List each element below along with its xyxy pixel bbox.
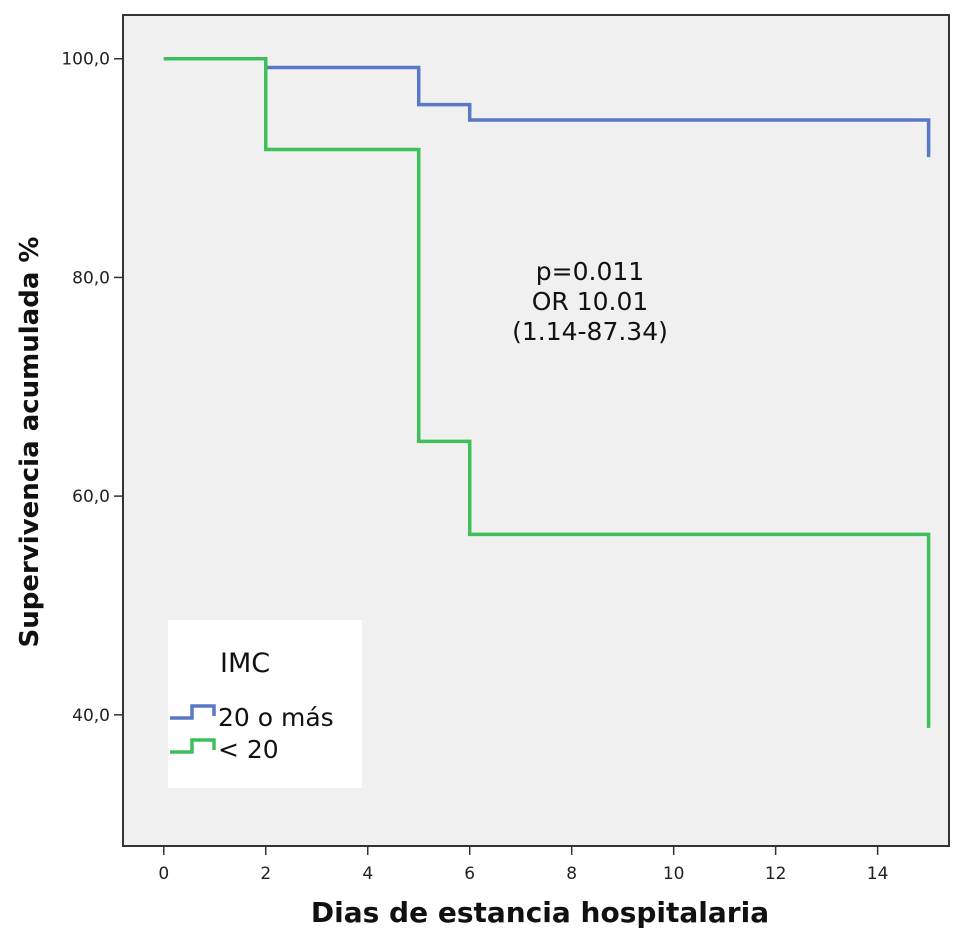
- legend-label-20-o-mas: 20 o más: [218, 703, 334, 732]
- y-tick-label: 60,0: [72, 487, 110, 507]
- x-tick-label: 10: [663, 864, 685, 884]
- x-tick-label: 4: [362, 864, 373, 884]
- annotation-p-value: p=0.011: [536, 257, 644, 286]
- annotation-ci: (1.14-87.34): [512, 317, 668, 346]
- legend-box: [168, 620, 362, 788]
- x-axis-title: Dias de estancia hospitalaria: [311, 896, 769, 929]
- x-axis-ticks: 0 2 4 6 8 10 12 14: [158, 846, 888, 884]
- y-tick-label: 40,0: [72, 706, 110, 726]
- x-tick-label: 0: [158, 864, 169, 884]
- legend-swatch-menor-20: [170, 738, 216, 754]
- y-axis-title: Supervivencia acumulada %: [15, 237, 45, 648]
- y-axis-ticks: 40,0 60,0 80,0 100,0: [61, 50, 123, 726]
- annotation-odds-ratio: OR 10.01: [532, 287, 649, 316]
- series-line-1: [163, 56, 931, 728]
- x-tick-label: 12: [765, 864, 787, 884]
- y-tick-label: 80,0: [72, 268, 110, 288]
- legend: IMC 20 o más < 20: [168, 620, 362, 788]
- annotation: p=0.011 OR 10.01 (1.14-87.34): [512, 257, 668, 346]
- x-tick-label: 8: [566, 864, 577, 884]
- x-tick-label: 6: [464, 864, 475, 884]
- x-tick-label: 2: [260, 864, 271, 884]
- legend-title: IMC: [220, 648, 270, 679]
- series-lines: [163, 56, 931, 728]
- legend-swatch-20-o-mas: [170, 704, 216, 720]
- legend-label-menor-20: < 20: [218, 735, 279, 764]
- x-tick-label: 14: [867, 864, 889, 884]
- y-tick-label: 100,0: [61, 50, 110, 70]
